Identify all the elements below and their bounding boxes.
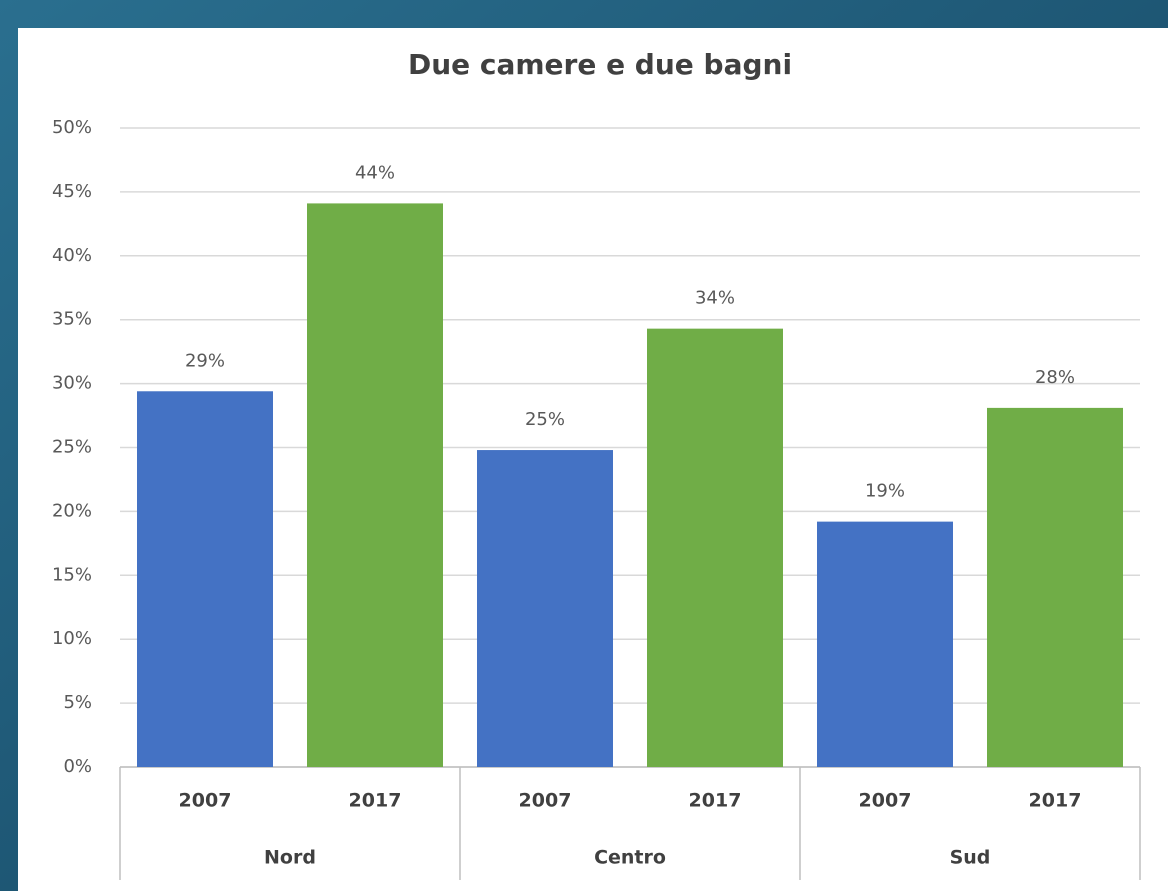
y-tick-label: 20% <box>52 500 92 521</box>
x-tick-label: 2017 <box>689 790 742 812</box>
y-tick-label: 10% <box>52 628 92 649</box>
y-tick-label: 50% <box>52 117 92 138</box>
chart-title: Due camere e due bagni <box>408 48 792 81</box>
data-label: 29% <box>185 350 225 371</box>
y-tick-label: 35% <box>52 309 92 330</box>
data-label: 28% <box>1035 367 1075 388</box>
bar <box>987 407 1123 767</box>
data-label: 44% <box>355 162 395 183</box>
data-label: 34% <box>695 288 735 309</box>
bar <box>137 391 273 767</box>
y-tick-label: 15% <box>52 564 92 585</box>
bar <box>477 450 613 767</box>
data-label: 25% <box>525 409 565 430</box>
group-label: Nord <box>264 847 316 869</box>
group-label: Sud <box>950 847 991 869</box>
y-tick-label: 25% <box>52 437 92 458</box>
bar <box>647 328 783 767</box>
y-tick-label: 5% <box>63 692 92 713</box>
bar <box>817 521 953 767</box>
y-tick-label: 40% <box>52 245 92 266</box>
x-tick-label: 2007 <box>859 790 912 812</box>
x-tick-label: 2017 <box>349 790 402 812</box>
group-label: Centro <box>594 847 666 869</box>
x-tick-label: 2007 <box>519 790 572 812</box>
data-label: 19% <box>865 481 905 502</box>
bar <box>307 203 443 768</box>
y-tick-label: 0% <box>63 756 92 777</box>
x-tick-label: 2017 <box>1029 790 1082 812</box>
x-tick-label: 2007 <box>179 790 232 812</box>
y-tick-label: 45% <box>52 181 92 202</box>
y-tick-label: 30% <box>52 373 92 394</box>
